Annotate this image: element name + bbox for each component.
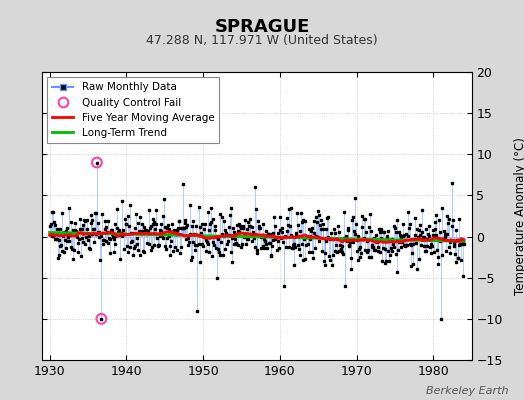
Text: Berkeley Earth: Berkeley Earth bbox=[426, 386, 508, 396]
Point bbox=[97, 316, 105, 322]
Text: 47.288 N, 117.971 W (United States): 47.288 N, 117.971 W (United States) bbox=[146, 34, 378, 47]
Legend: Raw Monthly Data, Quality Control Fail, Five Year Moving Average, Long-Term Tren: Raw Monthly Data, Quality Control Fail, … bbox=[47, 77, 220, 143]
Text: SPRAGUE: SPRAGUE bbox=[214, 18, 310, 36]
Y-axis label: Temperature Anomaly (°C): Temperature Anomaly (°C) bbox=[514, 137, 524, 295]
Point bbox=[93, 159, 101, 166]
